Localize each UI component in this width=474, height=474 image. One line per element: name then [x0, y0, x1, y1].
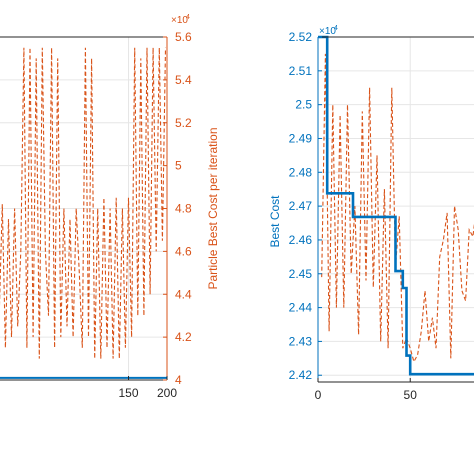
- y-tick-label: 2.43: [289, 334, 313, 348]
- y-right-axis-label: Particle Best Cost per iteration: [206, 127, 220, 289]
- y-right-tick-label: 5.6: [175, 30, 192, 44]
- y-tick-label: 2.48: [289, 165, 313, 179]
- y-tick-label: 2.44: [289, 301, 313, 315]
- x-tick-label: 50: [404, 388, 418, 402]
- y-tick-label: 2.5: [295, 98, 312, 112]
- y-right-exponent: ×10: [171, 15, 188, 26]
- y-right-tick-label: 5.4: [175, 73, 192, 87]
- y-exponent-power: 4: [334, 25, 338, 32]
- y-right-tick-label: 4.6: [175, 244, 192, 258]
- y-exponent: ×10: [319, 26, 336, 37]
- series-line-red: [0, 47, 167, 359]
- x-tick-label: 150: [119, 386, 139, 400]
- y-tick-label: 2.47: [289, 199, 313, 213]
- y-tick-label: 2.46: [289, 233, 313, 247]
- series-line-blue: [318, 35, 474, 376]
- plot-area: [318, 37, 474, 382]
- series-line-red: [321, 53, 474, 364]
- y-right-tick-label: 4.4: [175, 287, 192, 301]
- y-right-tick-label: 4.8: [175, 202, 192, 216]
- y-tick-label: 2.52: [289, 30, 313, 44]
- y-tick-label: 2.42: [289, 368, 313, 382]
- y-tick-label: 2.45: [289, 267, 313, 281]
- y-right-tick-label: 4: [175, 373, 182, 387]
- y-right-tick-label: 4.2: [175, 330, 192, 344]
- right-chart: 0 50 2.42 2.43 2.44 2.45 2.46 2.47 2.48 2.49 2.5 2.…: [268, 25, 474, 402]
- y-right-exponent-power: 4: [186, 14, 190, 21]
- y-right-tick-label: 5.2: [175, 116, 192, 130]
- y-axis-label: Best Cost: [268, 195, 282, 248]
- y-tick-label: 2.51: [289, 64, 313, 78]
- left-chart: 150 20044.24.44.64.855.25.45.6×104Particl…: [0, 14, 220, 400]
- y-right-tick-label: 5: [175, 159, 182, 173]
- x-tick-label: 200: [157, 386, 177, 400]
- x-tick-label: 0: [315, 388, 322, 402]
- y-tick-label: 2.49: [289, 131, 313, 145]
